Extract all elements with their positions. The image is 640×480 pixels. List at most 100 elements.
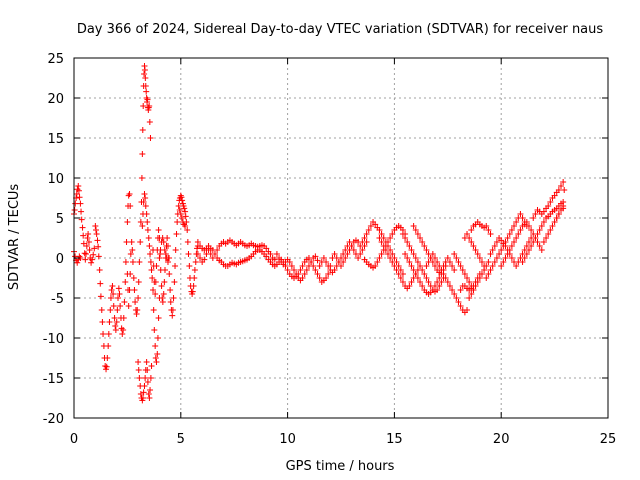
data-point (359, 239, 366, 245)
data-point (421, 243, 428, 249)
data-point (79, 224, 86, 231)
data-point (468, 227, 475, 233)
data-point (449, 287, 456, 293)
data-point (508, 227, 515, 233)
data-point (376, 235, 383, 241)
data-point (293, 271, 300, 277)
data-point (493, 239, 500, 245)
data-point (297, 267, 304, 273)
data-point (523, 251, 530, 257)
data-point (408, 263, 415, 269)
data-point (301, 271, 308, 277)
data-point (115, 285, 122, 292)
data-point (425, 259, 432, 265)
data-point (506, 247, 513, 253)
data-point (108, 287, 115, 293)
data-point (153, 359, 160, 365)
data-point (323, 275, 330, 281)
data-point (412, 255, 419, 261)
data-point (455, 259, 462, 265)
data-point (478, 271, 485, 277)
data-point (314, 257, 321, 264)
data-point (414, 231, 421, 237)
data-point (451, 291, 458, 297)
data-point (376, 227, 383, 233)
data-point (139, 395, 146, 401)
data-point (194, 239, 201, 245)
data-point (72, 200, 79, 207)
data-point (191, 275, 198, 281)
data-point (451, 251, 458, 257)
data-point (190, 283, 197, 289)
data-point (515, 231, 522, 237)
data-point (160, 239, 167, 245)
data-point (112, 327, 119, 333)
data-point (511, 223, 518, 229)
data-point (417, 279, 424, 285)
data-point (129, 247, 136, 253)
x-tick-label: 0 (70, 432, 78, 447)
data-point (152, 343, 159, 349)
data-point (179, 197, 186, 204)
data-point (513, 263, 520, 269)
data-point (85, 231, 92, 237)
data-point (438, 267, 445, 273)
data-point (412, 271, 419, 277)
data-point (502, 255, 509, 261)
data-point (419, 283, 426, 289)
data-point (474, 279, 481, 285)
data-point (404, 239, 411, 245)
data-point (74, 259, 81, 266)
data-point (446, 259, 453, 265)
data-point (161, 247, 168, 253)
data-point (164, 259, 171, 265)
data-point (142, 375, 149, 381)
data-point (323, 259, 330, 265)
data-point (182, 213, 189, 220)
data-point (126, 191, 133, 197)
data-point (77, 200, 84, 207)
data-point (71, 207, 78, 213)
data-point (146, 395, 153, 401)
data-point (143, 88, 150, 95)
data-point (429, 287, 436, 293)
data-point (174, 219, 181, 225)
data-point (485, 259, 492, 265)
data-point (468, 239, 475, 245)
data-point (143, 359, 150, 365)
data-point (498, 263, 505, 269)
data-point (314, 271, 321, 277)
data-point (461, 271, 468, 277)
data-point (91, 245, 98, 252)
data-point (466, 279, 473, 285)
data-point (506, 231, 513, 237)
data-point (434, 279, 441, 285)
data-point (189, 288, 196, 295)
data-point (152, 291, 159, 297)
data-point (365, 227, 372, 233)
data-point (310, 263, 317, 269)
data-point (483, 275, 490, 281)
data-point (513, 235, 520, 241)
data-point (76, 194, 83, 201)
data-point (513, 219, 520, 225)
data-point (504, 235, 511, 241)
data-point (538, 223, 545, 229)
data-point (404, 255, 411, 261)
data-point (122, 279, 129, 285)
data-point (517, 211, 524, 217)
data-point (453, 255, 460, 261)
data-point (378, 239, 385, 245)
data-point (136, 375, 143, 381)
data-point (134, 307, 141, 313)
data-point (135, 359, 142, 365)
data-point (410, 223, 417, 229)
data-point (384, 251, 391, 257)
data-point (528, 243, 535, 249)
data-point (135, 279, 142, 285)
data-point (361, 243, 368, 249)
data-point (178, 215, 185, 221)
data-point (105, 331, 112, 337)
data-point (410, 267, 417, 273)
data-point (184, 227, 191, 233)
